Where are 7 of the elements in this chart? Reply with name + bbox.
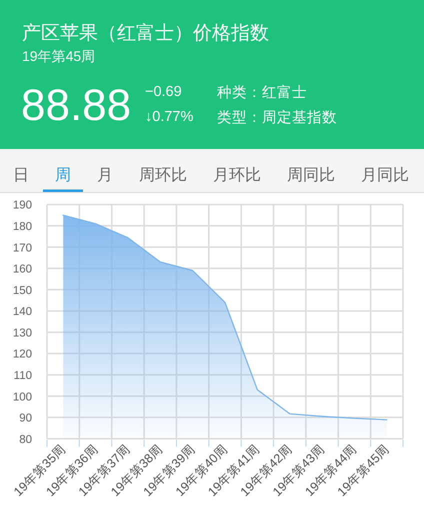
annotation: −0.69 [145,84,182,100]
annotation: 88.88 [21,81,132,130]
title: 产区苹果（红富士）价格指数 [22,23,269,44]
annotation: ↓0.77% [145,109,194,125]
annotation: 种类：红富士 [217,85,307,101]
annotation: 类型：周定基指数 [217,110,337,126]
subtitle: 19年第45周 [22,48,96,64]
